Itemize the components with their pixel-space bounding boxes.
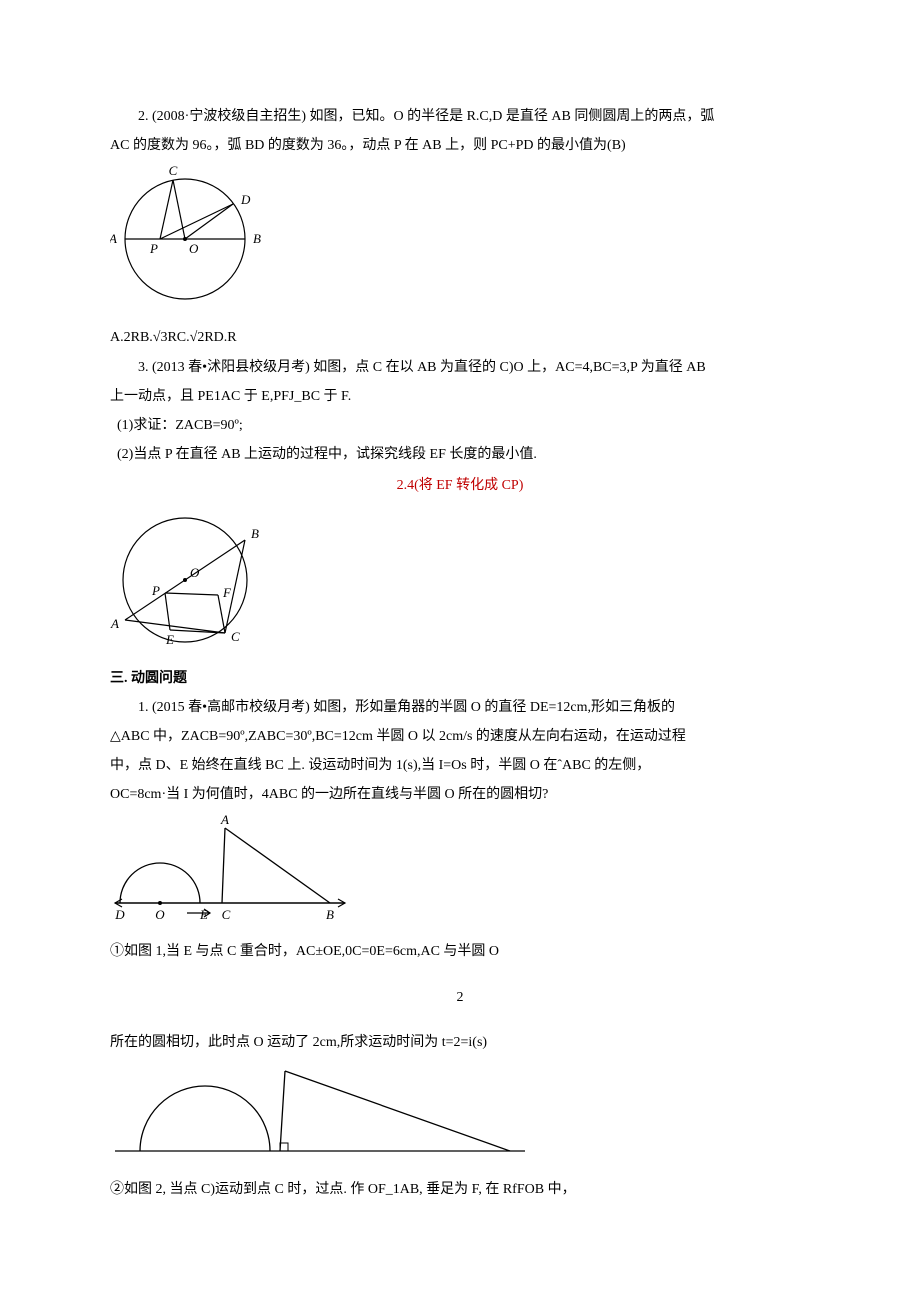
q3-answer-red: 2.4(将 EF 转化成 CP) (110, 473, 810, 498)
svg-text:D: D (114, 907, 125, 922)
q3-part1: (1)求证：ZACB=90º; (110, 413, 810, 438)
s3-sol-line2: 所在的圆相切，此时点 O 运动了 2cm,所求运动时间为 t=2=i(s) (110, 1030, 810, 1055)
section3-title: 三. 动圆问题 (110, 666, 810, 691)
q2-stem-line2: AC 的度数为 96。，弧 BD 的度数为 36。，动点 P 在 AB 上，则 … (110, 133, 810, 158)
svg-text:C: C (169, 164, 178, 178)
s3-q1-line1: 1. (2015 春•高邮市校级月考) 如图，形如量角器的半圆 O 的直径 DE… (110, 695, 810, 720)
q2-answers: A.2RB.√3RC.√2RD.R (110, 325, 810, 350)
svg-text:O: O (155, 907, 165, 922)
svg-text:O: O (190, 565, 200, 580)
svg-text:D: D (240, 192, 251, 207)
s3-sol-line3: ②如图 2, 当点 C)运动到点 C 时，过点. 作 OF_1AB, 垂足为 F… (110, 1177, 810, 1202)
svg-text:P: P (151, 583, 160, 598)
svg-text:A: A (220, 813, 229, 827)
svg-text:A: A (110, 231, 117, 246)
svg-text:O: O (189, 241, 199, 256)
section3-figure2 (110, 1061, 530, 1171)
page-number: 2 (110, 985, 810, 1010)
svg-text:C: C (231, 629, 240, 644)
svg-text:C: C (222, 907, 231, 922)
q3-figure: A B C O P E F (110, 505, 270, 660)
svg-text:E: E (165, 632, 174, 647)
svg-text:F: F (222, 585, 232, 600)
q3-stem-line2: 上一动点，且 PE1AC 于 E,PFJ_BC 于 F. (110, 384, 810, 409)
svg-text:B: B (251, 526, 259, 541)
q3-part2: (2)当点 P 在直径 AB 上运动的过程中，试探究线段 EF 长度的最小值. (110, 442, 810, 467)
q2-figure: A B O P C D (110, 164, 280, 319)
svg-text:A: A (110, 616, 119, 631)
s3-sol-line1: ①如图 1,当 E 与点 C 重合时，AC±OE,0C=0E=6cm,AC 与半… (110, 939, 810, 964)
svg-text:E: E (199, 907, 208, 922)
q3-stem-line1: 3. (2013 春•沭阳县校级月考) 如图，点 C 在以 AB 为直径的 C)… (110, 355, 810, 380)
q2-stem-line1: 2. (2008·宁波校级自主招生) 如图，已知。O 的半径是 R.C,D 是直… (110, 104, 810, 129)
s3-q1-line4: OC=8cm·当 I 为何值时，4ABC 的一边所在直线与半圆 O 所在的圆相切… (110, 782, 810, 807)
s3-q1-line2: △ABC 中，ZACB=90º,ZABC=30º,BC=12cm 半圆 O 以 … (110, 724, 810, 749)
s3-q1-line3: 中，点 D、E 始终在直线 BC 上. 设运动时间为 1(s),当 I=Os 时… (110, 753, 810, 778)
svg-text:P: P (149, 241, 158, 256)
svg-text:B: B (326, 907, 334, 922)
svg-text:B: B (253, 231, 261, 246)
section3-figure1: D O EC B A (110, 813, 360, 933)
